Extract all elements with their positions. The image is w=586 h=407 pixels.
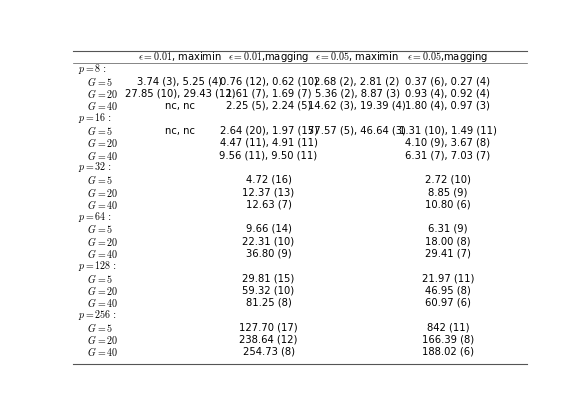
- Text: $G = 5$: $G = 5$: [78, 173, 113, 186]
- Text: 5.36 (2), 8.87 (3): 5.36 (2), 8.87 (3): [315, 89, 400, 99]
- Text: $G = 40$: $G = 40$: [78, 99, 118, 112]
- Text: 254.73 (8): 254.73 (8): [243, 347, 295, 357]
- Text: 2.68 (2), 2.81 (2): 2.68 (2), 2.81 (2): [315, 77, 400, 86]
- Text: $G = 5$: $G = 5$: [78, 124, 113, 137]
- Text: 4.47 (11), 4.91 (11): 4.47 (11), 4.91 (11): [220, 138, 318, 148]
- Text: 46.95 (8): 46.95 (8): [425, 285, 471, 295]
- Text: 127.70 (17): 127.70 (17): [239, 322, 298, 332]
- Text: $G = 20$: $G = 20$: [78, 186, 118, 199]
- Text: $G = 5$: $G = 5$: [78, 222, 113, 235]
- Text: $G = 5$: $G = 5$: [78, 271, 113, 284]
- Text: 6.31 (7), 7.03 (7): 6.31 (7), 7.03 (7): [406, 150, 490, 160]
- Text: 81.25 (8): 81.25 (8): [246, 298, 291, 308]
- Text: $p = 16$ :: $p = 16$ :: [78, 111, 112, 125]
- Text: 1.31 (10), 1.49 (11): 1.31 (10), 1.49 (11): [399, 126, 497, 136]
- Text: 1.80 (4), 0.97 (3): 1.80 (4), 0.97 (3): [406, 101, 490, 111]
- Text: $\epsilon = 0.05$, maximin: $\epsilon = 0.05$, maximin: [315, 50, 399, 63]
- Text: 29.81 (15): 29.81 (15): [243, 273, 295, 283]
- Text: $G = 5$: $G = 5$: [78, 75, 113, 88]
- Text: 12.63 (7): 12.63 (7): [246, 199, 291, 209]
- Text: 1.61 (7), 1.69 (7): 1.61 (7), 1.69 (7): [226, 89, 311, 99]
- Text: $G = 40$: $G = 40$: [78, 198, 118, 211]
- Text: $\epsilon = 0.01$, maximin: $\epsilon = 0.01$, maximin: [138, 50, 222, 63]
- Text: 27.85 (10), 29.43 (12): 27.85 (10), 29.43 (12): [125, 89, 235, 99]
- Text: 3.74 (3), 5.25 (4): 3.74 (3), 5.25 (4): [138, 77, 223, 86]
- Text: $\epsilon = 0.05$,magging: $\epsilon = 0.05$,magging: [407, 50, 489, 64]
- Text: 238.64 (12): 238.64 (12): [239, 335, 298, 344]
- Text: 2.25 (5), 2.24 (5): 2.25 (5), 2.24 (5): [226, 101, 311, 111]
- Text: 6.31 (9): 6.31 (9): [428, 224, 468, 234]
- Text: $G = 40$: $G = 40$: [78, 345, 118, 358]
- Text: 59.32 (10): 59.32 (10): [243, 285, 295, 295]
- Text: 29.41 (7): 29.41 (7): [425, 248, 471, 258]
- Text: 12.37 (13): 12.37 (13): [243, 187, 295, 197]
- Text: 0.37 (6), 0.27 (4): 0.37 (6), 0.27 (4): [406, 77, 490, 86]
- Text: $G = 40$: $G = 40$: [78, 296, 118, 309]
- Text: $G = 40$: $G = 40$: [78, 247, 118, 260]
- Text: 36.80 (9): 36.80 (9): [246, 248, 291, 258]
- Text: 0.76 (12), 0.62 (10): 0.76 (12), 0.62 (10): [220, 77, 318, 86]
- Text: $G = 20$: $G = 20$: [78, 87, 118, 100]
- Text: 21.97 (11): 21.97 (11): [422, 273, 474, 283]
- Text: 18.00 (8): 18.00 (8): [425, 236, 471, 246]
- Text: $p = 64$ :: $p = 64$ :: [78, 210, 112, 223]
- Text: 4.10 (9), 3.67 (8): 4.10 (9), 3.67 (8): [406, 138, 490, 148]
- Text: $G = 40$: $G = 40$: [78, 149, 118, 162]
- Text: $G = 20$: $G = 20$: [78, 333, 118, 346]
- Text: 2.64 (20), 1.97 (15): 2.64 (20), 1.97 (15): [220, 126, 318, 136]
- Text: $p = 128$ :: $p = 128$ :: [78, 259, 117, 273]
- Text: 0.93 (4), 0.92 (4): 0.93 (4), 0.92 (4): [406, 89, 490, 99]
- Text: $G = 20$: $G = 20$: [78, 284, 118, 297]
- Text: 188.02 (6): 188.02 (6): [422, 347, 474, 357]
- Text: 10.80 (6): 10.80 (6): [425, 199, 471, 209]
- Text: nc, nc: nc, nc: [165, 101, 195, 111]
- Text: $G = 20$: $G = 20$: [78, 136, 118, 149]
- Text: 14.62 (3), 19.39 (4): 14.62 (3), 19.39 (4): [308, 101, 406, 111]
- Text: 60.97 (6): 60.97 (6): [425, 298, 471, 308]
- Text: 9.56 (11), 9.50 (11): 9.56 (11), 9.50 (11): [220, 150, 318, 160]
- Text: 4.72 (16): 4.72 (16): [246, 175, 291, 185]
- Text: $\epsilon = 0.01$,magging: $\epsilon = 0.01$,magging: [228, 50, 309, 64]
- Text: nc, nc: nc, nc: [165, 126, 195, 136]
- Text: $p = 8$ :: $p = 8$ :: [78, 62, 107, 76]
- Text: $p = 256$ :: $p = 256$ :: [78, 308, 117, 322]
- Text: 77.57 (5), 46.64 (3): 77.57 (5), 46.64 (3): [308, 126, 406, 136]
- Text: 166.39 (8): 166.39 (8): [422, 335, 474, 344]
- Text: 2.72 (10): 2.72 (10): [425, 175, 471, 185]
- Text: 9.66 (14): 9.66 (14): [246, 224, 291, 234]
- Text: $G = 5$: $G = 5$: [78, 321, 113, 334]
- Text: 8.85 (9): 8.85 (9): [428, 187, 468, 197]
- Text: $p = 32$ :: $p = 32$ :: [78, 160, 112, 175]
- Text: 842 (11): 842 (11): [427, 322, 469, 332]
- Text: $G = 20$: $G = 20$: [78, 235, 118, 248]
- Text: 22.31 (10): 22.31 (10): [243, 236, 295, 246]
